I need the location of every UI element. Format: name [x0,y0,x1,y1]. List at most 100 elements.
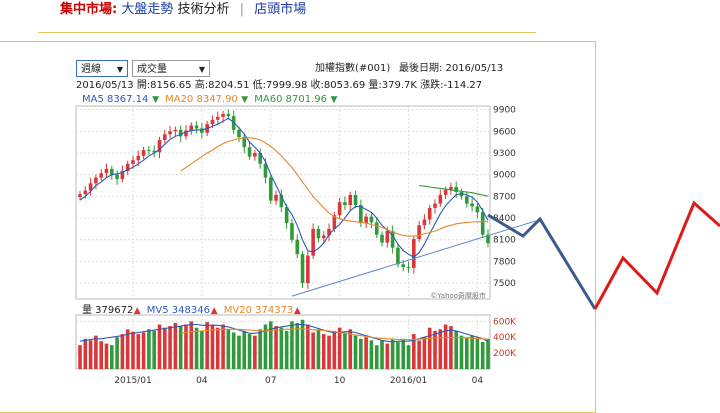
candle-body [369,216,374,223]
volume-bar [417,340,421,369]
price-tick-label: 7500 [493,279,516,289]
volume-bar [242,330,247,369]
candle-body [253,152,257,157]
volume-bar [210,324,215,369]
volume-bar [422,337,427,369]
candle-body [385,231,390,243]
period-select[interactable]: 週線 ▼ [76,60,128,77]
volume-bar [380,340,384,369]
nav-link-index-trend[interactable]: 大盤走勢 [121,2,174,17]
candle-body [147,150,151,152]
candle-body [189,125,194,131]
volume-bar [194,327,199,369]
candle-body [449,186,453,190]
volume-bar [300,319,305,369]
candle-body [109,168,114,175]
volume-bar [104,343,109,369]
ma20-line [180,137,489,237]
nav-link-technical[interactable]: 技術分析 [177,2,230,17]
candle-body [263,163,268,178]
time-tick-label: 10 [334,376,346,386]
volume-bar [78,345,82,369]
volume-tick-label: 200K [493,349,517,359]
candle-body [311,228,315,256]
candle-body [390,231,395,248]
candle-body [284,207,289,224]
candle-body [242,137,247,148]
volume-bar [401,338,406,369]
time-tick-label: 07 [265,376,276,386]
projection-zigzag-red [593,200,720,310]
nav-link-otc[interactable]: 店頭市場 [254,2,307,17]
time-tick-label: 2015/01 [114,376,151,386]
candle-body [210,119,215,125]
candle-body [401,264,406,268]
candle-body [364,216,368,224]
volume-bar [321,334,326,369]
volume-bar [343,332,347,369]
volume-bar [406,345,411,369]
market-label: 集中市場: [60,2,118,17]
candle-body [200,128,204,133]
vol-legend-1: MV5 348346 [147,305,210,316]
candle-body [136,155,141,161]
chevron-down-icon: ▼ [198,65,205,74]
yahoo-watermark: ©Yahoo奇摩股市 [430,291,486,300]
candle-body [443,189,448,195]
candle-body [316,228,321,239]
volume-bar [178,326,183,369]
candle-body [184,130,188,137]
projection-zigzag-blue [487,213,597,310]
period-select-value: 週線 [81,64,101,75]
candle-body [226,113,231,117]
price-panel [75,105,491,300]
ma60-line [419,184,489,197]
volume-bar [99,341,103,369]
volume-bar [237,335,241,369]
volume-bar [258,329,262,369]
volume-bar [359,338,363,369]
candle-body [454,186,459,193]
candle-body [343,202,347,206]
candle-body [353,194,358,206]
candle-body [168,131,172,135]
volume-bar [396,342,400,369]
volume-bar [449,326,453,369]
volume-bar [433,330,437,369]
volume-bar [475,338,480,369]
price-tick-label: 9000 [493,171,516,181]
volume-bar [136,334,141,369]
indicator-select-value: 成交量 [137,64,167,75]
index-name: 加權指數(#001) [315,63,391,74]
volume-bar [115,337,119,369]
candle-body [131,160,135,164]
candle-body [290,223,294,240]
volume-bar [486,338,490,369]
nav-separator: | [239,2,245,17]
price-tick-label: 7800 [493,257,516,267]
volume-bar [438,329,443,369]
candle-body [194,125,199,129]
candle-body [83,190,88,195]
volume-bar [337,327,342,369]
candle-body [178,129,183,137]
volume-bar [443,324,448,369]
down-arrow-icon: ▼ [152,95,159,105]
candle-body [327,228,331,236]
chevron-down-icon: ▼ [116,65,123,74]
candle-body [78,194,82,198]
candle-body [396,247,400,265]
volume-bar [390,338,395,369]
candle-body [279,194,284,208]
ma-legend-1: MA20 8347.90 [165,94,238,105]
volume-bar [200,330,204,369]
indicator-select[interactable]: 成交量 ▼ [132,60,210,77]
volume-bar [332,330,337,369]
volume-bar [290,321,294,369]
candle-body [332,215,337,229]
ma-legend-2: MA60 8701.96 [254,94,327,105]
vol-legend-0: 量 379672 [82,304,133,316]
last-date: 最後日期: 2016/05/13 [399,63,504,74]
candle-body [215,116,220,120]
